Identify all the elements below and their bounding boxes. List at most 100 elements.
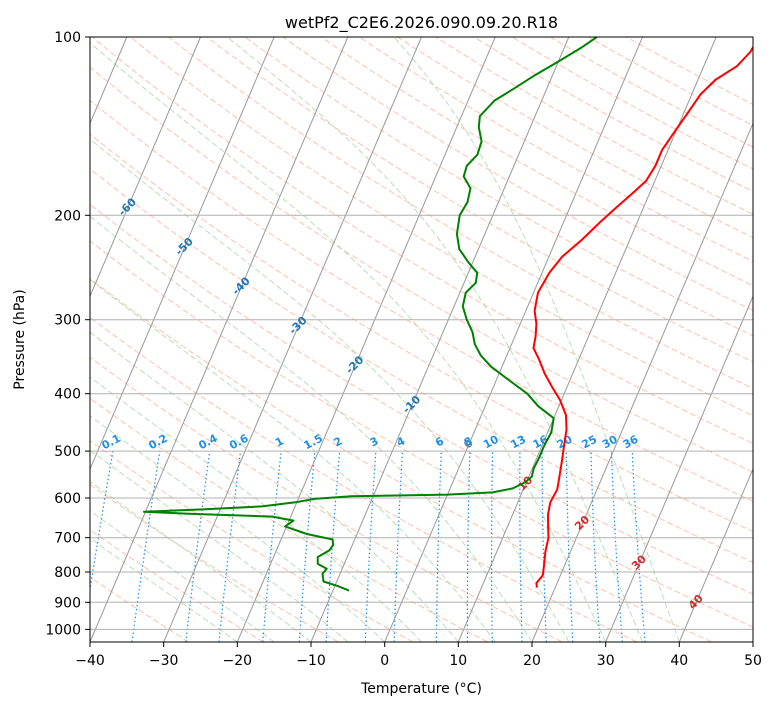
moist-adiabat-line: [90, 537, 238, 642]
moist-adiabat-line: [90, 510, 275, 642]
moist-adiabat-line: [90, 449, 349, 642]
x-tick-label: −40: [75, 653, 105, 669]
isotherm-label: 40: [686, 592, 706, 612]
y-tick-label: 100: [54, 30, 81, 46]
moist-adiabat-line: [90, 415, 386, 642]
moist-adiabat-line: [393, 37, 680, 642]
moist-adiabats: [90, 37, 680, 642]
mixing-ratio-line: [185, 451, 211, 642]
dry-adiabat-line: [90, 397, 488, 642]
y-tick-label: 300: [54, 313, 81, 329]
mixing-ratio-label: 10: [481, 433, 501, 452]
x-axis-label: Temperature (°C): [360, 681, 482, 697]
dry-adiabat-line: [90, 66, 753, 473]
mixing-ratio-line: [490, 451, 494, 642]
x-tick-label: −10: [296, 653, 326, 669]
moist-adiabat-line: [90, 138, 570, 642]
y-tick-label: 900: [54, 595, 81, 611]
dry-adiabat-line: [90, 133, 753, 533]
y-tick-label: 600: [54, 491, 81, 507]
isotherm-line: [678, 467, 753, 642]
dry-adiabat-line: [90, 240, 753, 628]
mixing-ratio-line: [218, 451, 242, 642]
dry-adiabat-line: [90, 203, 753, 595]
dry-adiabat-line: [359, 37, 753, 263]
plot-area: -100-90-80-70-60-50-40-30-20-10010203040…: [59, 37, 753, 642]
dry-adiabats: [90, 37, 753, 642]
isotherm-line: [236, 37, 496, 642]
moist-adiabat-line: [226, 37, 643, 642]
dry-adiabat-line: [588, 37, 753, 127]
mixing-ratio-label: 0.6: [227, 432, 251, 453]
isotherm-lines: [90, 37, 753, 642]
chart-title: wetPf2_C2E6.2026.090.09.20.R18: [285, 13, 558, 33]
dry-adiabat-line: [90, 440, 414, 642]
mixing-ratio-label: 25: [580, 433, 600, 452]
mixing-ratio-label: 30: [600, 433, 620, 452]
x-tick-label: 40: [670, 653, 688, 669]
mixing-ratio-label: 1.5: [302, 432, 325, 453]
dewpoint-profile-line: [143, 37, 598, 592]
isotherm-label: -50: [173, 235, 196, 258]
mixing-ratio-label: 4: [394, 434, 407, 449]
y-axis-ticks: 100 200 300 400 500 600 700 800 900 1000: [45, 30, 90, 638]
dry-adiabat-line: [511, 37, 753, 170]
isotherm-label: -10: [400, 393, 423, 416]
x-tick-label: −30: [149, 653, 179, 669]
profile-series: [143, 37, 753, 592]
dry-adiabat-line: [549, 37, 753, 148]
mixing-ratio-label: 16: [531, 433, 551, 452]
x-tick-label: 0: [380, 653, 389, 669]
mixing-ratio-line: [435, 451, 442, 642]
isotherm-line: [384, 37, 643, 642]
dry-adiabat-line: [90, 316, 638, 642]
moist-adiabat-line: [90, 42, 607, 642]
x-tick-label: −20: [223, 653, 253, 669]
isotherm-label: -40: [230, 274, 253, 297]
x-axis-ticks: −40 −30 −20 −10 0 10 20 30 40 50: [75, 642, 762, 669]
mixing-ratio-line: [262, 451, 282, 642]
mixing-ratio-label: 0.1: [100, 432, 123, 453]
isotherm-line: [90, 37, 275, 471]
mixing-ratio-label: 1: [273, 434, 286, 449]
isotherm-line: [90, 37, 349, 642]
mixing-ratio-label: 36: [621, 433, 641, 452]
dry-adiabat-line: [90, 356, 563, 642]
moist-adiabat-line: [90, 376, 422, 642]
mixing-ratio-label: 6: [433, 434, 446, 449]
moist-adiabat-line: [90, 480, 312, 642]
dry-adiabat-line: [130, 37, 753, 417]
temperature-profile-line: [532, 45, 753, 588]
moist-adiabat-line: [90, 331, 459, 642]
isotherm-line: [531, 122, 753, 642]
x-tick-label: 10: [449, 653, 467, 669]
isotherm-label: -70: [59, 156, 82, 179]
mixing-ratio-line: [131, 451, 161, 642]
mixing-ratio-label: 0.2: [146, 432, 169, 453]
dry-adiabat-line: [435, 37, 753, 215]
y-tick-label: 800: [54, 565, 81, 581]
mixing-ratio-line: [631, 451, 646, 642]
mixing-ratio-line: [565, 451, 574, 642]
isotherm-line: [163, 37, 422, 642]
dry-adiabat-line: [244, 37, 753, 337]
isotherm-line: [310, 37, 570, 642]
mixing-ratio-labels: 0.1 0.2 0.4 0.6 1 1.5 2 3 4 6 8 10 13 16 20 25 30 36: [100, 432, 641, 453]
isotherm-line: [90, 37, 201, 298]
mixing-ratio-line: [298, 451, 316, 642]
x-tick-label: 20: [523, 653, 541, 669]
dry-adiabat-line: [90, 576, 190, 642]
moist-adiabat-line: [90, 278, 496, 642]
y-tick-label: 500: [54, 444, 81, 460]
x-tick-label: 50: [744, 653, 762, 669]
mixing-ratio-label: 13: [508, 433, 528, 452]
x-tick-label: 30: [597, 653, 615, 669]
isotherm-label: -20: [343, 353, 366, 376]
isotherm-line: [605, 295, 753, 642]
isotherm-label: -30: [286, 314, 309, 337]
dry-adiabat-line: [90, 168, 753, 563]
isotherm-label: 30: [629, 552, 649, 572]
isotherm-line: [752, 640, 753, 642]
y-tick-label: 400: [54, 387, 81, 403]
